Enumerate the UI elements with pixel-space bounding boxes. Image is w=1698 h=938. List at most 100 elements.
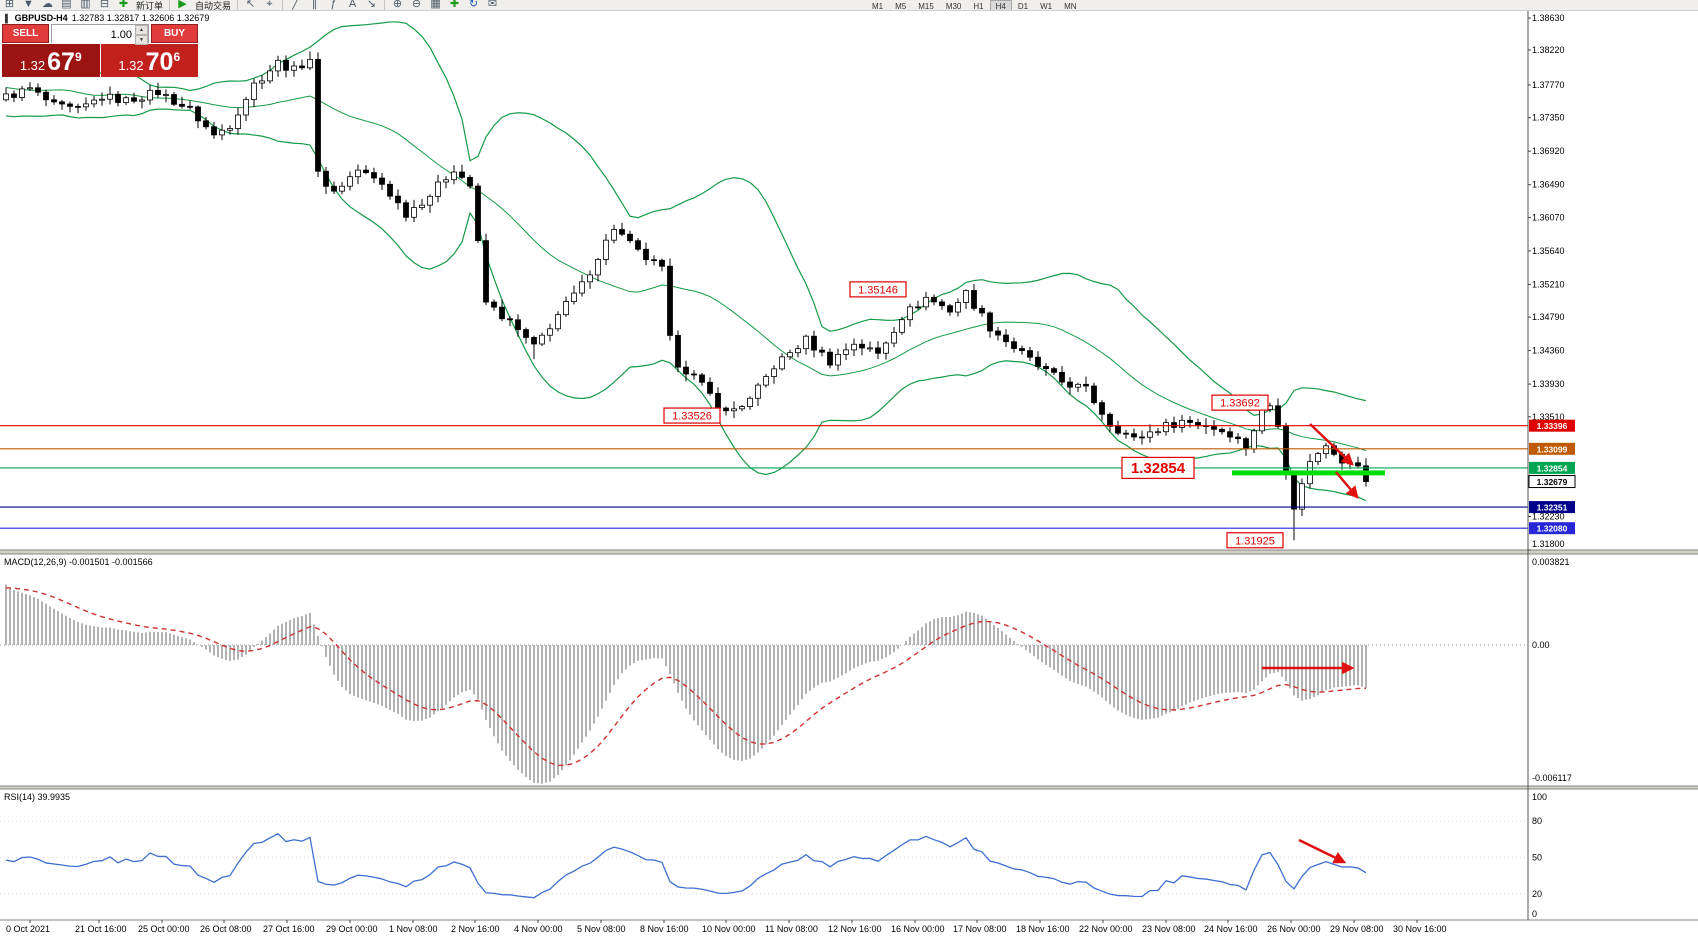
volume-decrease-button[interactable]: ▼ xyxy=(135,35,148,45)
refresh-icon[interactable]: ↻ xyxy=(468,0,479,10)
trend-arrow[interactable] xyxy=(1298,838,1347,864)
chart-symbol-header: ▌ GBPUSD-H4 1.32783 1.32817 1.32606 1.32… xyxy=(5,13,209,23)
price-scale-label: 1.38630 xyxy=(1532,13,1565,23)
price-scale-label: 1.34360 xyxy=(1532,346,1565,356)
timeframe-m30[interactable]: M30 xyxy=(945,2,962,11)
timeframe-h4[interactable]: H4 xyxy=(989,0,1012,10)
volume-increase-button[interactable]: ▲ xyxy=(135,25,148,35)
rsi-panel xyxy=(0,820,1528,899)
time-axis-label: 2 Nov 16:00 xyxy=(451,924,500,934)
price-scale-label: 1.31800 xyxy=(1532,539,1565,549)
time-axis-label: 8 Nov 16:00 xyxy=(640,924,689,934)
annotation-box[interactable] xyxy=(849,281,907,298)
fibonacci-icon[interactable]: ƒ xyxy=(330,0,337,10)
data-window-icon[interactable]: ▥ xyxy=(80,0,91,10)
time-axis-label: 23 Nov 08:00 xyxy=(1142,924,1196,934)
buy-price-pipette: 6 xyxy=(173,50,181,64)
annotation-box-label: 1.33526 xyxy=(672,411,712,423)
sell-button[interactable]: SELL xyxy=(2,24,49,43)
annotation-box[interactable] xyxy=(1121,456,1195,480)
price-scale-label: 1.34790 xyxy=(1532,312,1565,322)
cursor-icon[interactable]: ↖ xyxy=(245,0,256,10)
arrow-tool-icon[interactable]: ↘ xyxy=(366,0,377,10)
rsi-scale-label: 100 xyxy=(1532,792,1547,802)
sell-price-pipette: 9 xyxy=(74,50,82,64)
macd-scale-label: -0.006117 xyxy=(1532,773,1572,783)
price-tag xyxy=(1529,442,1575,455)
price-tag xyxy=(1529,461,1575,474)
profiles-icon[interactable]: ☁ xyxy=(42,0,53,10)
timeframe-d1[interactable]: D1 xyxy=(1017,2,1029,11)
buy-price-whole: 1.32 xyxy=(118,58,144,73)
volume-input[interactable] xyxy=(52,26,148,44)
sell-price-whole: 1.32 xyxy=(19,58,46,73)
macd-scale-label: 0.00 xyxy=(1532,640,1550,650)
zoom-out-icon[interactable]: ⊖ xyxy=(411,0,422,10)
top-toolbar: ⊞ ▼ ☁ ▤ ▥ ⊟ ✚ 新订单 ▶ 自动交易 ↖ ⌖ ╱ ∥ ƒ A ↘ ⊕ ⊖ ▦ ✚ ↻ ✉ M1 M5 M15 M30 H1… xyxy=(0,0,1698,11)
one-click-trading-panel: SELL ▲ ▼ BUY 1.32 67 9 1.32 70 6 xyxy=(2,24,198,77)
mail-icon[interactable]: ✉ xyxy=(487,0,498,10)
price-scale[interactable]: 1.38630 1.38220 1.37770 1.37350 1.36920 1.364… xyxy=(1528,13,1576,551)
bollinger-middle-band xyxy=(5,86,1367,452)
channel-icon[interactable]: ∥ xyxy=(311,0,318,10)
autotrading-icon[interactable]: ▶ xyxy=(178,0,187,10)
price-level-lines xyxy=(0,425,1528,529)
macd-histogram xyxy=(5,584,1367,784)
panel-frames xyxy=(0,11,1698,921)
tile-windows-icon[interactable]: ▦ xyxy=(430,0,441,10)
time-axis-label: 0 Oct 2021 xyxy=(6,924,50,934)
sell-price-display[interactable]: 1.32 67 9 xyxy=(2,44,100,77)
new-order-label[interactable]: 新订单 xyxy=(136,1,164,11)
annotation-box[interactable] xyxy=(1211,394,1269,411)
buy-price-display[interactable]: 1.32 70 6 xyxy=(100,44,198,77)
price-scale-label: 1.36490 xyxy=(1532,180,1565,190)
time-axis-label: 10 Nov 00:00 xyxy=(702,924,756,934)
time-axis-label: 12 Nov 16:00 xyxy=(828,924,882,934)
trend-arrow[interactable] xyxy=(1335,471,1359,499)
text-label-icon[interactable]: A xyxy=(348,0,357,10)
trend-arrow[interactable] xyxy=(1309,423,1354,466)
buy-button[interactable]: BUY xyxy=(151,24,198,43)
annotation-box[interactable] xyxy=(663,407,721,424)
toolbar-separator xyxy=(169,0,171,10)
market-watch-icon[interactable]: ▤ xyxy=(61,0,72,10)
timeframe-m15[interactable]: M15 xyxy=(918,2,934,11)
price-tag-label: 1.32080 xyxy=(1537,524,1568,534)
navigator-icon[interactable]: ⊟ xyxy=(99,0,110,10)
price-tag xyxy=(1529,419,1575,432)
annotation-box[interactable] xyxy=(1226,532,1284,549)
buy-price-pips: 70 xyxy=(145,48,174,76)
time-axis[interactable]: 0 Oct 2021 21 Oct 16:00 25 Oct 00:00 26 Oct… xyxy=(6,920,1447,934)
time-axis-label: 24 Nov 16:00 xyxy=(1204,924,1258,934)
volume-spinner: ▲ ▼ xyxy=(135,25,148,45)
chart-dropdown-icon[interactable]: ▼ xyxy=(23,0,34,10)
time-axis-label: 22 Nov 00:00 xyxy=(1079,924,1133,934)
zoom-in-icon[interactable]: ⊕ xyxy=(392,0,403,10)
timeframe-mn[interactable]: MN xyxy=(1064,2,1077,11)
chart-icon: ▌ xyxy=(5,13,11,23)
toolbar-separator xyxy=(282,0,284,10)
autotrading-label[interactable]: 自动交易 xyxy=(195,1,232,11)
time-axis-label: 27 Oct 16:00 xyxy=(263,924,315,934)
add-indicator-icon[interactable]: ✚ xyxy=(449,0,460,10)
timeframe-h1[interactable]: H1 xyxy=(973,2,984,11)
new-order-icon[interactable]: ✚ xyxy=(118,0,129,10)
time-axis-label: 29 Nov 08:00 xyxy=(1330,924,1384,934)
crosshair-icon[interactable]: ⌖ xyxy=(266,0,273,10)
time-axis-label: 16 Nov 00:00 xyxy=(891,924,945,934)
trendline-icon[interactable]: ╱ xyxy=(292,0,299,10)
price-scale-label: 1.36070 xyxy=(1532,212,1565,222)
timeframe-toolbar: M1 M5 M15 M30 H1 H4 D1 W1 MN xyxy=(866,0,1083,11)
timeframe-m1[interactable]: M1 xyxy=(872,2,884,11)
rsi-scale-label: 0 xyxy=(1532,909,1537,919)
timeframe-m5[interactable]: M5 xyxy=(895,2,907,11)
annotation-box-label: 1.33692 xyxy=(1220,398,1260,410)
timeframe-w1[interactable]: W1 xyxy=(1040,2,1053,11)
time-axis-label: 26 Nov 00:00 xyxy=(1267,924,1321,934)
price-tag-label: 1.32351 xyxy=(1537,503,1568,513)
price-tag-label: 1.32679 xyxy=(1537,477,1568,487)
new-chart-icon[interactable]: ⊞ xyxy=(4,0,15,10)
toolbar-separator xyxy=(237,0,239,10)
